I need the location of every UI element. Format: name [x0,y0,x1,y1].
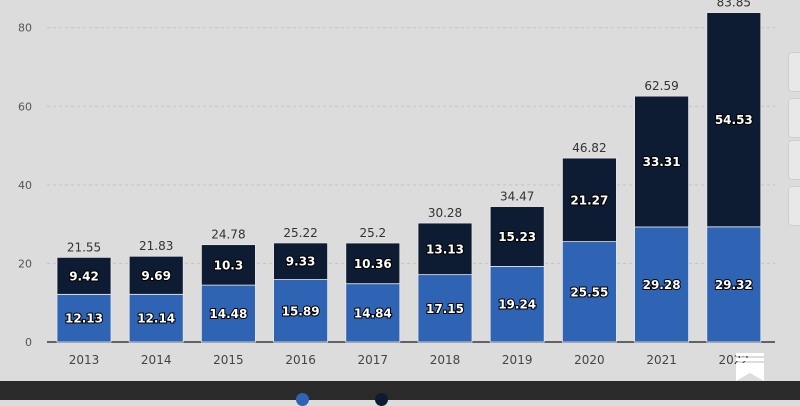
bar-segment-series-2 [417,222,473,276]
total-label: 21.55 [67,240,101,254]
data-label-series-1: 17.15 [426,302,464,316]
side-panel-button[interactable] [788,186,800,226]
bar-segment-series-1 [489,266,545,343]
y-tick-label: 20 [18,257,32,270]
data-label-series-1: 29.28 [643,278,681,292]
data-label-series-2: 9.33 [286,255,316,269]
y-tick-label: 0 [25,336,32,349]
total-label: 21.83 [139,239,173,253]
data-label-series-2: 33.31 [643,155,681,169]
x-tick-label: 2019 [502,353,533,367]
data-label-series-1: 12.14 [137,312,175,326]
bar-segment-series-1 [56,293,112,343]
total-label: 62.59 [644,79,678,93]
side-panel-button[interactable] [788,98,800,138]
bar-segment-series-2 [345,242,401,285]
data-label-series-1: 25.55 [570,285,608,299]
data-label-series-2: 9.42 [69,269,99,283]
bar-segment-series-2 [489,206,545,267]
bar-segment-series-1 [345,283,401,343]
x-tick-label: 2013 [69,353,100,367]
x-tick-label: 2014 [141,353,172,367]
statista-flag-icon[interactable] [735,352,765,382]
bar-segment-series-1 [128,293,184,343]
data-label-series-2: 9.69 [141,269,171,283]
side-panel-button[interactable] [788,140,800,180]
y-tick-label: 60 [18,100,32,113]
total-label: 46.82 [572,141,606,155]
bottom-band [0,381,800,400]
total-label: 34.47 [500,190,534,204]
y-tick-label: 80 [18,22,32,35]
data-label-series-1: 15.89 [282,304,320,318]
bar-segment-series-2 [706,12,762,228]
bar-segment-series-2 [634,95,689,228]
x-tick-label: 2016 [285,353,316,367]
data-label-series-2: 15.23 [498,230,536,244]
x-tick-label: 2020 [574,353,605,367]
bar-segment-series-2 [56,256,112,295]
total-label: 83.85 [717,0,751,10]
data-label-series-2: 21.27 [570,193,608,207]
x-tick-label: 2021 [646,353,677,367]
bar-segment-series-2 [273,242,329,280]
y-tick-label: 40 [18,179,32,192]
total-label: 25.22 [283,226,317,240]
data-label-series-1: 12.13 [65,312,103,326]
data-label-series-2: 13.13 [426,242,464,256]
total-label: 24.78 [211,228,245,242]
bar-segment-series-1 [200,284,256,343]
data-label-series-2: 54.53 [715,113,753,127]
bar-segment-series-2 [200,244,256,286]
data-label-series-1: 14.84 [354,306,392,320]
total-label: 25.2 [359,226,386,240]
x-tick-label: 2018 [430,353,461,367]
x-tick-label: 2015 [213,353,244,367]
bar-segment-series-2 [128,255,184,295]
data-label-series-1: 29.32 [715,278,753,292]
bar-segment-series-2 [562,157,617,243]
bar-segment-series-1 [417,274,473,343]
data-label-series-2: 10.36 [354,257,392,271]
total-label: 30.28 [428,206,462,220]
data-label-series-2: 10.3 [214,258,244,272]
data-label-series-1: 14.48 [209,307,247,321]
data-label-series-1: 19.24 [498,298,536,312]
x-tick-label: 2017 [358,353,389,367]
bar-segment-series-1 [706,226,762,343]
side-panel-button[interactable] [788,52,800,92]
